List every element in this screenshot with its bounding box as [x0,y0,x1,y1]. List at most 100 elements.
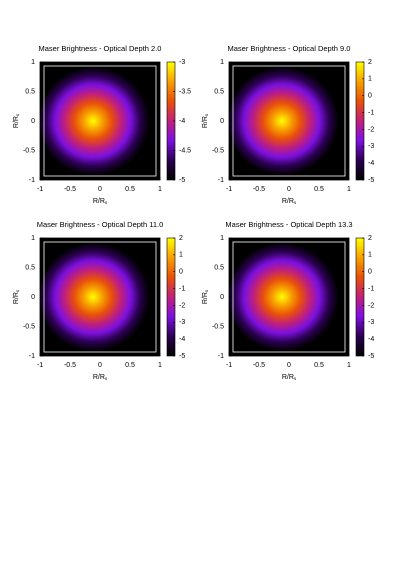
colorbar-tick-label: -4 [179,118,185,125]
colorbar-tick-label: -5 [368,353,374,360]
x-axis-label-sub: s [105,376,108,381]
x-axis-label-text: R/R [93,198,105,205]
y-axis-label-text: R/R [13,116,20,128]
y-tick-label: 0.5 [25,264,35,271]
y-axis-label: R/Rs [13,289,20,304]
x-tick-label: 0.5 [314,186,324,193]
colorbar-tick-label: -5 [179,177,185,184]
x-tick-label: -0.5 [64,362,76,369]
y-tick-label: -0.5 [23,323,35,330]
image-frame [232,65,346,177]
x-axis-label-text: R/R [282,198,294,205]
y-tick-label: -0.5 [23,147,35,154]
x-tick-label: -1 [37,186,43,193]
colorbar-tick-label: -2 [368,126,374,133]
colorbar-tick-label: 2 [368,59,372,66]
chart-title: Maser Brightness - Optical Depth 9.0 [228,44,351,53]
y-tick-label: 1 [220,235,224,242]
x-tick-label: -0.5 [253,362,265,369]
x-axis-label: R/Rs [282,198,297,205]
colorbar-tick-label: 1 [368,76,372,83]
y-axis-label-sub: s [15,289,20,292]
y-axis-label: R/Rs [13,113,20,128]
x-tick-label: 1 [158,186,162,193]
x-axis-label-sub: s [105,200,108,205]
x-axis-label-sub: s [294,200,297,205]
colorbar-tick-label: -2 [368,302,374,309]
heatmap-image [229,242,342,352]
x-tick-label: 0 [98,362,102,369]
colorbar-tick-label: -3.5 [179,88,191,95]
colorbar-tick-label: -1 [368,285,374,292]
colorbar-tick-label: -4.5 [179,147,191,154]
y-tick-label: 1 [31,59,35,66]
y-tick-label: 0.5 [214,88,224,95]
y-tick-label: -0.5 [212,147,224,154]
image-frame [43,65,157,177]
y-tick-label: 0 [220,294,224,301]
colorbar-tick-label: -4 [368,160,374,167]
y-tick-label: -1 [218,353,224,360]
x-tick-label: 0.5 [314,362,324,369]
x-tick-label: 1 [347,186,351,193]
colorbar-tick-label: 0 [368,93,372,100]
x-axis-label: R/Rs [93,198,108,205]
colorbar-tick-label: -2 [179,302,185,309]
image-frame [232,241,346,353]
y-tick-label: 0 [31,118,35,125]
colorbar-tick-label: -4 [179,336,185,343]
colorbar-tick-label: 0 [179,269,183,276]
x-tick-label: 0 [287,186,291,193]
y-axis-label-sub: s [15,113,20,116]
colorbar-tick-label: -5 [368,177,374,184]
colorbar-tick-label: 0 [368,269,372,276]
colorbar-tick-label: 2 [368,235,372,242]
x-axis-label-text: R/R [282,374,294,381]
x-axis-label: R/Rs [93,374,108,381]
colorbar [166,237,176,357]
y-tick-label: 0 [220,118,224,125]
y-axis-label-sub: s [204,113,209,116]
colorbar [355,61,365,181]
chart-title: Maser Brightness - Optical Depth 13.3 [225,220,352,229]
colorbar-tick-label: -3 [179,59,185,66]
colorbar-tick-label: 1 [179,252,183,259]
colorbar-tick-label: -4 [368,336,374,343]
y-tick-label: -1 [29,353,35,360]
colorbar [355,237,365,357]
y-axis-label: R/Rs [202,289,209,304]
y-tick-label: 0.5 [25,88,35,95]
colorbar-tick-label: -3 [368,143,374,150]
x-tick-label: 0.5 [125,186,135,193]
y-axis-label-text: R/R [13,292,20,304]
x-tick-label: -1 [37,362,43,369]
y-tick-label: -0.5 [212,323,224,330]
colorbar-tick-label: -3 [368,319,374,326]
x-tick-label: 0 [287,362,291,369]
y-axis-label-sub: s [204,289,209,292]
colorbar-tick-label: -5 [179,353,185,360]
heatmap-image [229,66,342,176]
heatmap-image [40,242,153,352]
heatmap-image [40,66,153,176]
y-tick-label: 1 [220,59,224,66]
y-axis-label-text: R/R [202,116,209,128]
y-tick-label: 1 [31,235,35,242]
x-tick-label: -0.5 [253,186,265,193]
x-tick-label: 0 [98,186,102,193]
colorbar-tick-label: 2 [179,235,183,242]
y-tick-label: -1 [218,177,224,184]
chart-title: Maser Brightness - Optical Depth 2.0 [39,44,162,53]
y-axis-label-text: R/R [202,292,209,304]
y-tick-label: 0.5 [214,264,224,271]
x-tick-label: -0.5 [64,186,76,193]
y-tick-label: -1 [29,177,35,184]
image-frame [43,241,157,353]
colorbar-tick-label: -1 [368,109,374,116]
x-axis-label-sub: s [294,376,297,381]
colorbar-tick-label: -1 [179,285,185,292]
chart-title: Maser Brightness - Optical Depth 11.0 [37,220,164,229]
x-axis-label: R/Rs [282,374,297,381]
colorbar-tick-label: 1 [368,252,372,259]
x-tick-label: 0.5 [125,362,135,369]
